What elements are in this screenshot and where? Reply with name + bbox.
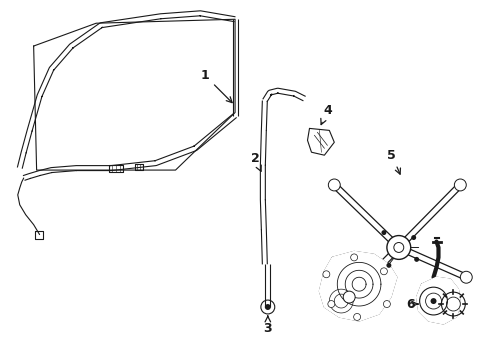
Circle shape [386,235,410,260]
Circle shape [327,179,340,191]
Circle shape [413,257,418,262]
Polygon shape [307,129,334,155]
Text: 1: 1 [201,69,232,103]
Circle shape [386,263,390,268]
Circle shape [264,304,270,310]
Text: 3: 3 [263,316,272,336]
Circle shape [459,271,471,283]
Circle shape [410,235,415,240]
Circle shape [381,230,386,235]
Circle shape [327,301,334,307]
Text: 4: 4 [320,104,331,125]
Polygon shape [319,251,396,321]
Circle shape [343,291,354,303]
Circle shape [322,271,329,278]
Circle shape [353,314,360,320]
Circle shape [380,268,386,275]
Text: 6: 6 [406,297,417,311]
Circle shape [350,254,357,261]
Polygon shape [416,277,459,324]
Circle shape [453,179,466,191]
Text: 2: 2 [250,152,261,171]
Circle shape [429,298,436,304]
Text: 5: 5 [386,149,400,174]
Circle shape [383,301,389,307]
Circle shape [393,243,403,252]
